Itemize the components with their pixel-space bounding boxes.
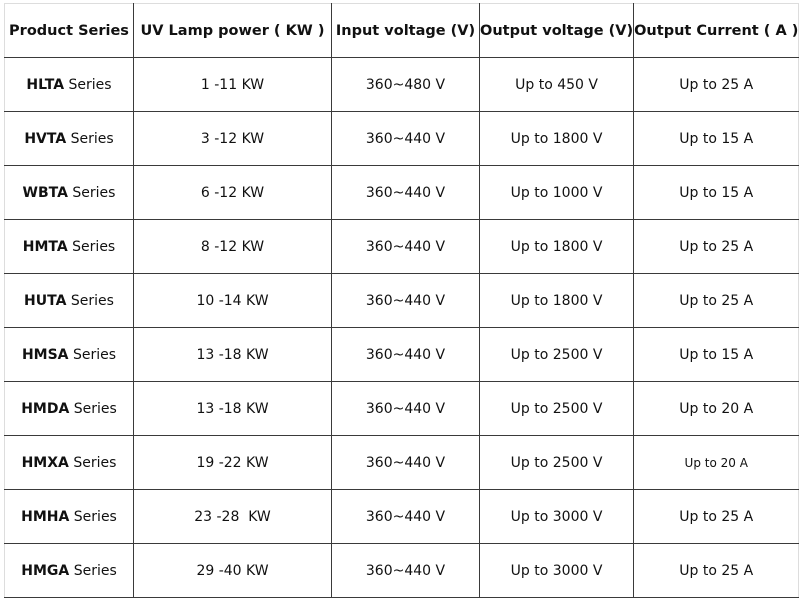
cell-product-series: HMTA Series (4, 219, 134, 274)
cell-output-current: Up to 25 A (633, 57, 800, 112)
series-suffix: Series (72, 346, 117, 363)
table-row: HVTA Series 3 -12 KW 360~440 V Up to 1800 V… (4, 111, 800, 166)
cell-input-voltage: 360~440 V (331, 435, 480, 490)
cell-input-voltage: 360~440 V (331, 165, 480, 220)
series-suffix: Series (70, 130, 114, 147)
cell-output-voltage: Up to 1800 V (478, 273, 635, 328)
cell-output-voltage: Up to 2500 V (478, 327, 635, 382)
series-suffix: Series (72, 184, 116, 201)
table-row: HMDA Series 13 -18 KW 360~440 V Up to 2500 … (4, 381, 800, 436)
cell-uv-lamp-power: 19 -22 KW (133, 435, 332, 490)
header-row: Product Series UV Lamp power ( KW ) Inpu… (4, 3, 800, 58)
series-suffix: Series (72, 238, 116, 255)
cell-uv-lamp-power: 13 -18 KW (133, 327, 332, 382)
cell-input-voltage: 360~440 V (331, 327, 480, 382)
cell-input-voltage: 360~440 V (331, 111, 480, 166)
cell-product-series: HMSA Series (4, 327, 134, 382)
series-code: HMHA (21, 508, 70, 525)
cell-uv-lamp-power: 1 -11 KW (133, 57, 332, 112)
series-code: WBTA (22, 184, 68, 201)
cell-uv-lamp-power: 8 -12 KW (133, 219, 332, 274)
table-row: HMXA Series 19 -22 KW 360~440 V Up to 2500 … (4, 435, 800, 490)
table-row: HMSA Series 13 -18 KW 360~440 V Up to 2500 … (4, 327, 800, 382)
series-suffix: Series (73, 454, 117, 471)
cell-uv-lamp-power: 10 -14 KW (133, 273, 332, 328)
cell-uv-lamp-power: 13 -18 KW (133, 381, 332, 436)
cell-output-current: Up to 25 A (633, 219, 800, 274)
product-spec-table: Product Series UV Lamp power ( KW ) Inpu… (4, 3, 800, 598)
cell-output-current: Up to 15 A (633, 165, 800, 220)
cell-output-current: Up to 25 A (633, 273, 800, 328)
cell-uv-lamp-power: 29 -40 KW (133, 543, 332, 598)
series-code: HLTA (26, 76, 65, 93)
cell-product-series: HMXA Series (4, 435, 134, 490)
cell-product-series: WBTA Series (4, 165, 134, 220)
series-code: HMGA (21, 562, 70, 579)
series-suffix: Series (73, 508, 117, 525)
series-suffix: Series (73, 562, 117, 579)
cell-uv-lamp-power: 23 -28 KW (133, 489, 332, 544)
header-output-voltage: Output voltage (V) (478, 3, 635, 58)
cell-uv-lamp-power: 3 -12 KW (133, 111, 332, 166)
table-row: HMHA Series 23 -28 KW 360~440 V Up to 3000 … (4, 489, 800, 544)
cell-product-series: HMGA Series (4, 543, 134, 598)
cell-uv-lamp-power: 6 -12 KW (133, 165, 332, 220)
cell-product-series: HMDA Series (4, 381, 134, 436)
cell-product-series: HUTA Series (4, 273, 134, 328)
table-row: WBTA Series 6 -12 KW 360~440 V Up to 1000 V… (4, 165, 800, 220)
cell-output-current: Up to 15 A (633, 327, 800, 382)
cell-input-voltage: 360~440 V (331, 489, 480, 544)
cell-output-current: Up to 25 A (633, 489, 800, 544)
cell-product-series: HVTA Series (4, 111, 134, 166)
series-code: HUTA (24, 292, 67, 309)
cell-output-voltage: Up to 2500 V (478, 435, 635, 490)
cell-input-voltage: 360~440 V (331, 273, 480, 328)
cell-input-voltage: 360~480 V (331, 57, 480, 112)
series-code: HVTA (24, 130, 67, 147)
cell-output-voltage: Up to 3000 V (478, 489, 635, 544)
cell-output-current: Up to 15 A (633, 111, 800, 166)
series-suffix: Series (70, 292, 114, 309)
table-row: HMTA Series 8 -12 KW 360~440 V Up to 1800 V… (4, 219, 800, 274)
cell-output-voltage: Up to 1800 V (478, 219, 635, 274)
header-uv-lamp-power: UV Lamp power ( KW ) (133, 3, 332, 58)
cell-output-voltage: Up to 2500 V (478, 381, 635, 436)
cell-product-series: HMHA Series (4, 489, 134, 544)
cell-output-voltage: Up to 3000 V (478, 543, 635, 598)
series-suffix: Series (68, 76, 112, 93)
series-code: HMTA (22, 238, 68, 255)
cell-output-voltage: Up to 1800 V (478, 111, 635, 166)
header-output-current: Output Current ( A ) (633, 3, 800, 58)
cell-output-current: Up to 25 A (633, 543, 800, 598)
series-code: HMSA (21, 346, 69, 363)
series-code: HMXA (21, 454, 69, 471)
table-row: HUTA Series 10 -14 KW 360~440 V Up to 1800 … (4, 273, 800, 328)
header-input-voltage: Input voltage (V) (331, 3, 480, 58)
cell-output-voltage: Up to 450 V (478, 57, 635, 112)
header-product-series: Product Series (4, 3, 134, 58)
cell-output-current: Up to 20 A (633, 435, 800, 490)
cell-input-voltage: 360~440 V (331, 543, 480, 598)
series-code: HMDA (21, 400, 70, 417)
cell-output-current: Up to 20 A (633, 381, 800, 436)
table-row: HMGA Series 29 -40 KW 360~440 V Up to 3000 … (4, 543, 800, 598)
cell-input-voltage: 360~440 V (331, 219, 480, 274)
series-suffix: Series (73, 400, 117, 417)
cell-output-voltage: Up to 1000 V (478, 165, 635, 220)
cell-input-voltage: 360~440 V (331, 381, 480, 436)
cell-product-series: HLTA Series (4, 57, 134, 112)
